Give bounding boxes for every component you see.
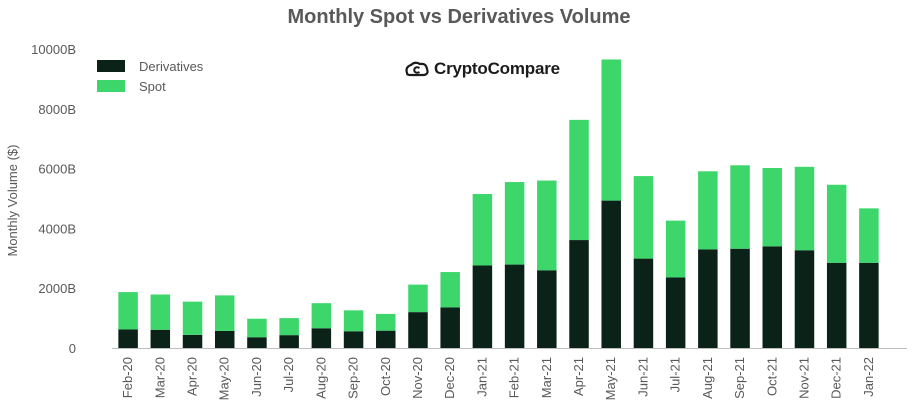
x-tick-label: Mar-21 bbox=[539, 357, 554, 398]
bar-derivatives bbox=[826, 262, 847, 348]
x-tick-label: Nov-21 bbox=[796, 357, 811, 399]
legend-label-spot: Spot bbox=[139, 78, 166, 94]
bar-derivatives bbox=[150, 329, 171, 348]
x-tick-label: Jul-20 bbox=[281, 357, 296, 392]
bar-derivatives bbox=[247, 337, 267, 348]
legend-item-spot: Spot bbox=[97, 76, 203, 96]
bar-derivatives bbox=[859, 262, 879, 348]
bar-derivatives bbox=[537, 270, 557, 348]
y-tick-label: 6000B bbox=[38, 162, 76, 177]
bar-derivatives bbox=[182, 334, 203, 348]
bar-spot bbox=[537, 180, 557, 271]
legend-item-derivatives: Derivatives bbox=[97, 56, 203, 76]
x-tick-label: Dec-20 bbox=[442, 357, 457, 399]
x-tick-label: Sep-20 bbox=[346, 357, 361, 399]
bar-spot bbox=[247, 318, 267, 338]
bar-derivatives bbox=[214, 330, 235, 348]
bar-derivatives bbox=[440, 307, 460, 348]
x-tick-label: Oct-21 bbox=[764, 357, 779, 396]
bar-spot bbox=[343, 310, 364, 332]
bar-spot bbox=[472, 194, 493, 266]
bar-spot bbox=[440, 272, 460, 308]
legend-label-derivatives: Derivatives bbox=[139, 58, 204, 74]
cryptocompare-logo-icon bbox=[405, 61, 429, 77]
bar-spot bbox=[698, 171, 718, 250]
cryptocompare-logo: CryptoCompare bbox=[404, 59, 560, 79]
bar-derivatives bbox=[408, 312, 428, 348]
bar-spot bbox=[408, 284, 428, 313]
x-tick-label: Nov-20 bbox=[410, 357, 425, 399]
bar-spot bbox=[730, 165, 750, 249]
y-tick-label: 4000B bbox=[38, 221, 76, 236]
bar-derivatives bbox=[343, 331, 364, 348]
bar-derivatives bbox=[279, 335, 299, 348]
x-tick-label: Jun-21 bbox=[635, 357, 650, 397]
x-tick-label: Jul-21 bbox=[668, 357, 683, 392]
bar-spot bbox=[376, 313, 396, 331]
x-tick-label: Sep-21 bbox=[732, 357, 747, 399]
chart-title: Monthly Spot vs Derivatives Volume bbox=[287, 6, 631, 28]
bar-spot bbox=[601, 59, 621, 201]
x-tick-label: Feb-20 bbox=[120, 357, 135, 398]
x-tick-label: Feb-21 bbox=[507, 357, 522, 398]
bar-derivatives bbox=[762, 246, 783, 348]
x-tick-label: May-21 bbox=[603, 357, 618, 400]
bar-derivatives bbox=[569, 240, 589, 348]
x-tick-label: Aug-21 bbox=[700, 357, 715, 399]
bar-spot bbox=[311, 303, 332, 329]
bar-spot bbox=[279, 318, 299, 336]
bar-spot bbox=[150, 294, 171, 330]
bar-spot bbox=[182, 301, 203, 335]
bar-spot bbox=[826, 184, 847, 263]
bar-derivatives bbox=[730, 248, 750, 348]
bar-derivatives bbox=[633, 258, 654, 348]
x-tick-label: May-20 bbox=[217, 357, 232, 400]
x-tick-label: Jan-21 bbox=[474, 357, 489, 397]
bar-spot bbox=[569, 119, 589, 241]
x-tick-label: Dec-21 bbox=[829, 357, 844, 399]
bar-derivatives bbox=[698, 249, 718, 348]
x-tick-label: Oct-20 bbox=[378, 357, 393, 396]
bar-spot bbox=[762, 168, 783, 247]
bar-derivatives bbox=[794, 250, 815, 348]
logo-text: CryptoCompare bbox=[434, 59, 560, 78]
bar-spot bbox=[504, 182, 525, 265]
bar-derivatives bbox=[472, 265, 493, 348]
bar-derivatives bbox=[601, 200, 621, 348]
bar-spot bbox=[665, 220, 686, 278]
x-tick-label: Apr-21 bbox=[571, 357, 586, 396]
bar-derivatives bbox=[311, 328, 332, 348]
y-tick-label: 2000B bbox=[38, 281, 76, 296]
bar-spot bbox=[633, 176, 654, 259]
x-tick-label: Mar-20 bbox=[152, 357, 167, 398]
x-tick-label: Aug-20 bbox=[313, 357, 328, 399]
x-tick-label: Apr-20 bbox=[185, 357, 200, 396]
x-tick-label: Jan-22 bbox=[861, 357, 876, 397]
legend-swatch-spot bbox=[97, 80, 125, 92]
bar-spot bbox=[794, 166, 815, 251]
bar-derivatives bbox=[118, 329, 138, 348]
x-tick-label: Jun-20 bbox=[249, 357, 264, 397]
y-tick-label: 10000B bbox=[31, 42, 76, 57]
bar-spot bbox=[214, 295, 235, 331]
y-tick-label: 8000B bbox=[38, 102, 76, 117]
bar-spot bbox=[118, 292, 138, 330]
bar-derivatives bbox=[504, 264, 525, 348]
y-tick-label: 0 bbox=[69, 341, 76, 356]
bar-spot bbox=[859, 208, 879, 263]
y-axis-title: Monthly Volume ($) bbox=[5, 145, 20, 257]
legend-swatch-derivatives bbox=[97, 60, 125, 72]
bar-derivatives bbox=[665, 277, 686, 348]
bar-derivatives bbox=[376, 330, 396, 348]
legend: Derivatives Spot bbox=[97, 56, 203, 96]
